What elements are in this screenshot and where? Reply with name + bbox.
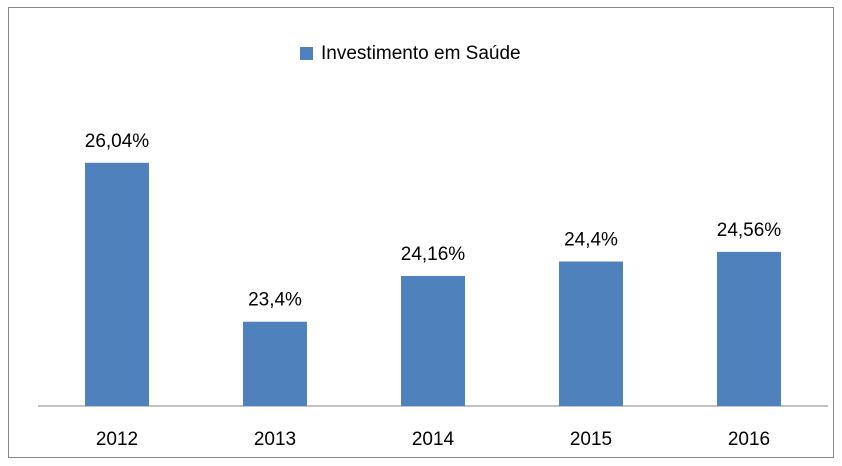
value-label: 23,4% — [248, 290, 302, 311]
legend-swatch — [300, 47, 313, 60]
legend-label: Investimento em Saúde — [321, 43, 521, 64]
bar — [559, 261, 623, 406]
bar — [85, 162, 149, 406]
x-tick-label: 2016 — [728, 429, 770, 450]
value-label: 24,16% — [401, 244, 466, 265]
x-tick-label: 2013 — [254, 429, 296, 450]
value-label: 24,4% — [564, 230, 618, 251]
bar — [243, 321, 307, 406]
x-tick-label: 2012 — [96, 429, 138, 450]
bar — [401, 275, 465, 406]
bar — [717, 251, 781, 406]
x-tick-label: 2014 — [412, 429, 455, 450]
value-label: 24,56% — [717, 220, 782, 241]
value-label: 26,04% — [85, 131, 150, 152]
x-tick-label: 2015 — [570, 429, 612, 450]
